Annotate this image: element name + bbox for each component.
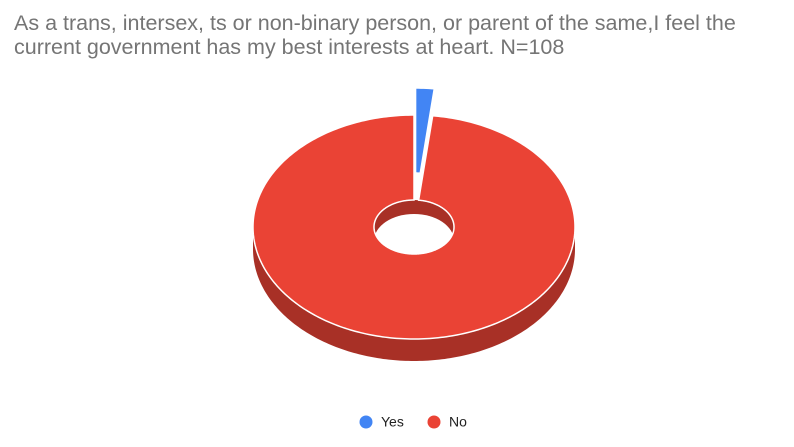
legend-label: Yes [381,414,404,430]
legend-swatch [427,415,441,429]
legend-label: No [449,414,467,430]
slice-side [253,227,575,361]
chart-title: As a trans, intersex, ts or non-binary p… [14,11,736,59]
legend-swatch [359,415,373,429]
slice [252,114,576,340]
slice [414,87,436,175]
